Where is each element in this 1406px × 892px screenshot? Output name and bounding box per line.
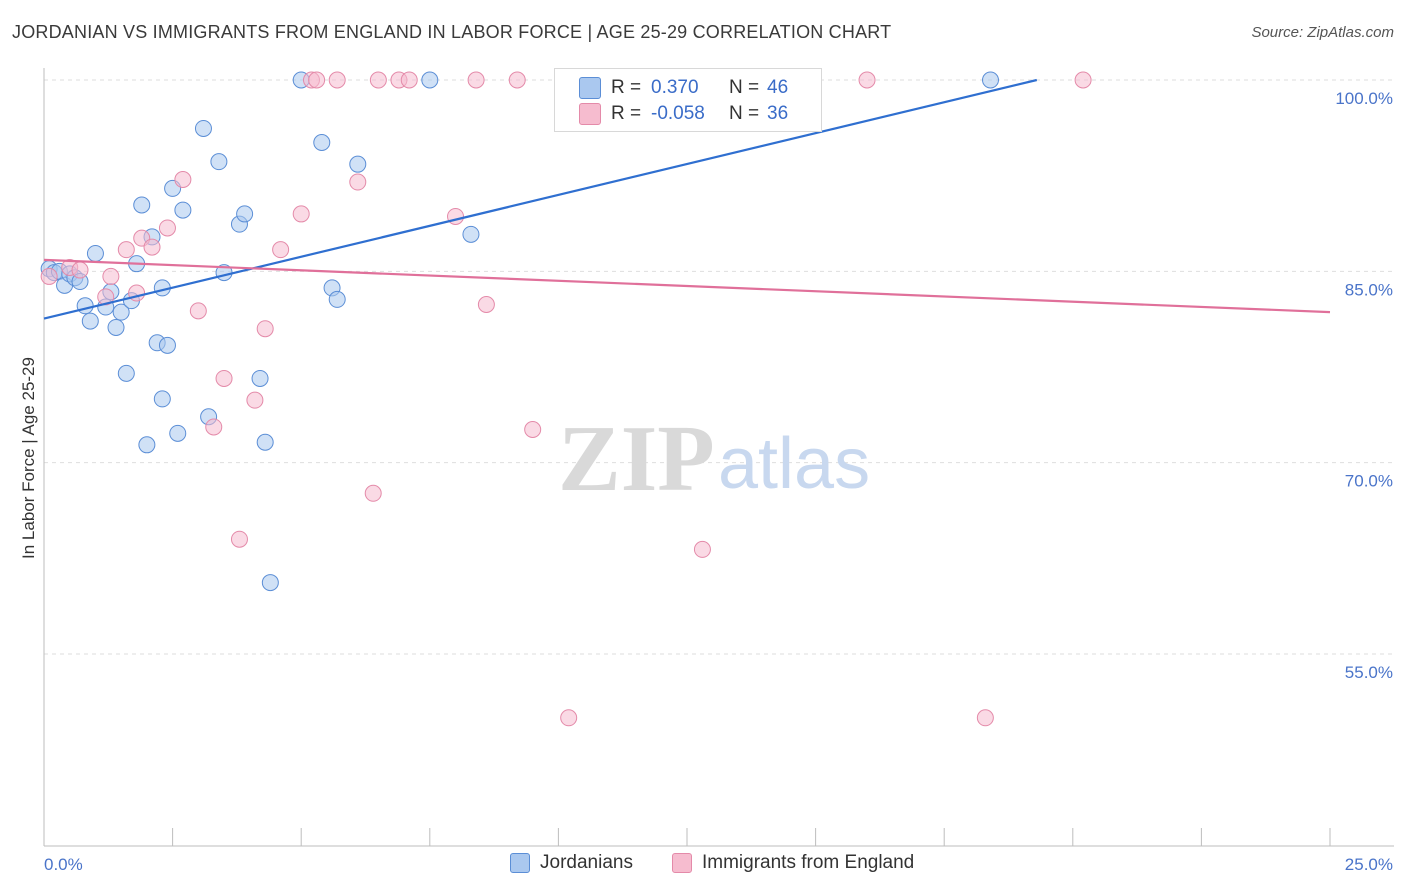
trend-lines	[43, 78, 1331, 320]
x-tick-label: 0.0%	[44, 855, 83, 874]
england-point	[524, 421, 542, 439]
bottom-legend-jordanians[interactable]: Jordanians	[510, 852, 633, 874]
england-point	[174, 170, 192, 188]
england-point	[369, 71, 387, 89]
tick-labels: 55.0% 70.0% 85.0% 100.0% 0.0% 25.0%	[44, 89, 1393, 874]
legend-n-label: N =	[729, 103, 760, 124]
england-point	[467, 71, 485, 89]
legend-n-value: 36	[767, 103, 789, 124]
jordanian-point	[81, 312, 99, 330]
legend-swatch-blue	[579, 77, 601, 99]
jordanian-point	[153, 390, 171, 408]
source-credit: Source: ZipAtlas.com	[1251, 24, 1394, 41]
england-point	[40, 267, 58, 285]
y-tick-label: 70.0%	[1345, 472, 1393, 491]
jordanian-point	[117, 364, 135, 382]
legend-r-value: 0.370	[651, 77, 699, 98]
england-point	[272, 241, 290, 259]
jordanian-point	[256, 433, 274, 451]
jordanian-point	[421, 71, 439, 89]
jordanian-point	[138, 436, 156, 454]
england-point	[858, 71, 876, 89]
england-point	[349, 173, 367, 191]
y-tick-label: 100.0%	[1335, 89, 1393, 108]
axes	[43, 68, 1394, 847]
legend-row-jordanians: R = 0.370 N = 46	[579, 76, 788, 100]
england-point	[189, 302, 207, 320]
england-point	[560, 709, 578, 727]
england-point	[97, 288, 115, 306]
correlation-legend: R = 0.370 N = 46 R = -0.058 N = 36	[554, 68, 822, 132]
england-point	[1074, 71, 1092, 89]
legend-n-label: N =	[729, 77, 760, 98]
england-point	[477, 295, 495, 313]
jordanian-point	[236, 205, 254, 223]
grid-lines	[44, 79, 1394, 655]
legend-swatch-pink	[579, 103, 601, 125]
england-point	[205, 418, 223, 436]
england-point	[158, 219, 176, 237]
watermark-atlas: atlas	[718, 424, 870, 504]
england-point	[230, 530, 248, 548]
watermark: ZIP atlas	[558, 407, 870, 511]
jordanian-point	[76, 297, 94, 315]
england-point	[246, 391, 264, 409]
jordanian-point	[112, 303, 130, 321]
bottom-legend-label: Immigrants from England	[702, 852, 915, 873]
jordanian-point	[210, 153, 228, 171]
jordanian-trend-line	[43, 78, 1038, 320]
legend-r-label: R =	[611, 77, 642, 98]
jordanian-point	[251, 369, 269, 387]
jordanian-point	[86, 244, 104, 262]
x-tick-label: 25.0%	[1345, 855, 1393, 874]
england-point	[976, 709, 994, 727]
england-point	[508, 71, 526, 89]
jordanian-point	[261, 574, 279, 592]
chart-title: JORDANIAN VS IMMIGRANTS FROM ENGLAND IN …	[12, 22, 892, 42]
jordanian-point	[158, 336, 176, 354]
england-point	[292, 205, 310, 223]
england-point	[308, 71, 326, 89]
england-point	[693, 540, 711, 558]
england-point	[215, 369, 233, 387]
england-point	[117, 241, 135, 259]
england-point	[256, 320, 274, 338]
jordanian-point	[107, 318, 125, 336]
england-point	[364, 484, 382, 502]
jordanian-point	[133, 196, 151, 214]
jordanian-point	[349, 155, 367, 173]
bottom-legend-england[interactable]: Immigrants from England	[672, 852, 914, 874]
jordanian-point	[462, 225, 480, 243]
legend-r-value: -0.058	[651, 103, 705, 124]
legend-r-label: R =	[611, 103, 642, 124]
england-point	[102, 267, 120, 285]
england-point	[71, 261, 89, 279]
bottom-legend-swatch-pink	[672, 853, 692, 873]
data-points	[40, 71, 1092, 727]
jordanian-point	[194, 119, 212, 137]
england-point	[400, 71, 418, 89]
jordanian-point	[169, 424, 187, 442]
legend-row-england: R = -0.058 N = 36	[579, 102, 788, 126]
england-point	[328, 71, 346, 89]
bottom-legend-swatch-blue	[510, 853, 530, 873]
y-tick-label: 85.0%	[1345, 280, 1393, 299]
y-axis-label: In Labor Force | Age 25-29	[19, 357, 38, 559]
england-trend-line	[43, 258, 1331, 314]
england-point	[143, 238, 161, 256]
jordanian-point	[328, 290, 346, 308]
jordanian-point	[313, 134, 331, 152]
bottom-legend-label: Jordanians	[540, 852, 633, 873]
watermark-zip: ZIP	[558, 407, 715, 511]
jordanian-point	[174, 201, 192, 219]
jordanian-point	[981, 71, 999, 89]
legend-n-value: 46	[767, 77, 789, 98]
y-tick-label: 55.0%	[1345, 663, 1393, 682]
